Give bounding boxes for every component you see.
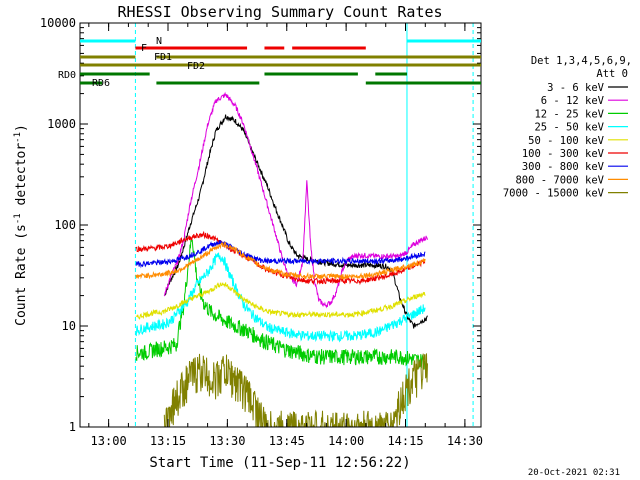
y-tick-label: 100: [54, 218, 76, 232]
x-tick-label: 13:15: [150, 434, 186, 448]
x-tick-label: 14:00: [328, 434, 364, 448]
legend-entry-label: 6 - 12 keV: [541, 95, 605, 107]
y-tick-label: 1000: [47, 117, 76, 131]
legend-entry-label: 50 - 100 keV: [528, 135, 605, 147]
x-tick-label: 13:30: [209, 434, 245, 448]
series-line-100-300kev: [135, 230, 426, 286]
flag-label-fd1: FD1: [154, 52, 172, 63]
x-tick-label: 13:00: [91, 434, 127, 448]
x-axis-label: Start Time (11-Sep-11 12:56:22): [149, 455, 410, 471]
footer-date: 20-Oct-2021 02:31: [528, 468, 620, 478]
series-line-300-800kev: [135, 240, 426, 269]
series-line-7000-15000kev: [163, 353, 428, 427]
flag-label-fd2: FD2: [187, 61, 205, 72]
series-line-50-100kev: [135, 282, 426, 320]
series-line-6-12kev: [163, 91, 428, 309]
legend-entry-label: 300 - 800 keV: [522, 161, 605, 173]
legend-entry-label: 12 - 25 keV: [534, 108, 604, 120]
status-flags: NF FD1 FD2 RD0 RD6: [58, 36, 481, 89]
series-line-3-6kev: [164, 114, 428, 329]
y-axis-label: Count Rate (s-1 detector-1): [13, 124, 29, 326]
flag-label-rd0: RD0: [58, 70, 76, 81]
x-tick-label: 14:30: [447, 434, 483, 448]
legend-entry-label: 800 - 7000 keV: [515, 174, 604, 186]
y-tick-label: 1: [69, 420, 76, 434]
series-line-800-7000kev: [135, 241, 426, 281]
flag-label-flare: F: [141, 43, 147, 54]
legend-entry-label: 3 - 6 keV: [547, 82, 605, 94]
flag-label-night: N: [156, 36, 162, 47]
x-tick-label: 13:45: [269, 434, 305, 448]
legend-entry-label: 7000 - 15000 keV: [503, 188, 605, 200]
y-tick-label: 10: [62, 319, 76, 333]
legend-header-att: Att 0: [596, 68, 628, 80]
axis-ticks: 1 10 100 1000 10000 13:00 13:15 13:30 13:45 14:00…: [40, 16, 483, 448]
x-tick-label: 14:15: [387, 434, 423, 448]
y-tick-label: 10000: [40, 16, 76, 30]
legend-entry-label: 100 - 300 keV: [522, 148, 605, 160]
chart-title: RHESSI Observing Summary Count Rates: [117, 3, 442, 21]
plot-area: [80, 23, 474, 427]
flag-label-rd6: RD6: [92, 78, 110, 89]
legend-entry-label: 25 - 50 keV: [534, 122, 604, 134]
legend-header: Det 1,3,4,5,6,9,: [531, 55, 632, 67]
series-line-25-50kev: [135, 252, 426, 343]
